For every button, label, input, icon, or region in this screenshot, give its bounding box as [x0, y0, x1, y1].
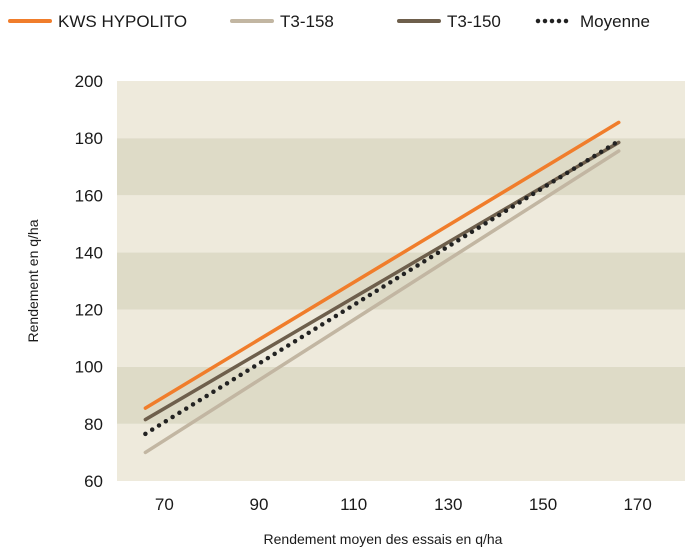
legend-label: T3-150: [447, 12, 501, 31]
x-tick-label: 110: [340, 495, 367, 514]
grid-band: [117, 252, 685, 310]
grid-band: [117, 195, 685, 253]
series-line-t3-158: [143, 149, 621, 455]
y-tick-label: 160: [75, 186, 103, 205]
x-tick-label: 90: [250, 495, 269, 514]
y-axis-label: Rendement en q/ha: [25, 219, 41, 342]
grid-band: [117, 81, 685, 139]
series-line-kws-hypolito: [143, 120, 621, 410]
y-tick-label: 80: [84, 415, 103, 434]
grid-band: [117, 423, 685, 481]
y-tick-label: 180: [75, 129, 103, 148]
y-tick-label: 140: [75, 243, 103, 262]
legend-label: Moyenne: [580, 12, 650, 31]
x-tick-label: 70: [155, 495, 174, 514]
grid-band: [117, 138, 685, 196]
grid-band: [117, 366, 685, 424]
x-axis-label: Rendement moyen des essais en q/ha: [264, 531, 503, 547]
legend-label: T3-158: [280, 12, 334, 31]
grid-band: [117, 309, 685, 367]
y-tick-label: 100: [75, 358, 103, 377]
x-tick-label: 130: [434, 495, 462, 514]
y-tick-label: 60: [84, 472, 103, 491]
legend-label: KWS HYPOLITO: [58, 12, 187, 31]
y-tick-label: 120: [75, 301, 103, 320]
x-tick-label: 170: [623, 495, 651, 514]
series-line-moyenne: [143, 138, 621, 437]
x-tick-label: 150: [529, 495, 557, 514]
y-tick-label: 200: [75, 72, 103, 91]
